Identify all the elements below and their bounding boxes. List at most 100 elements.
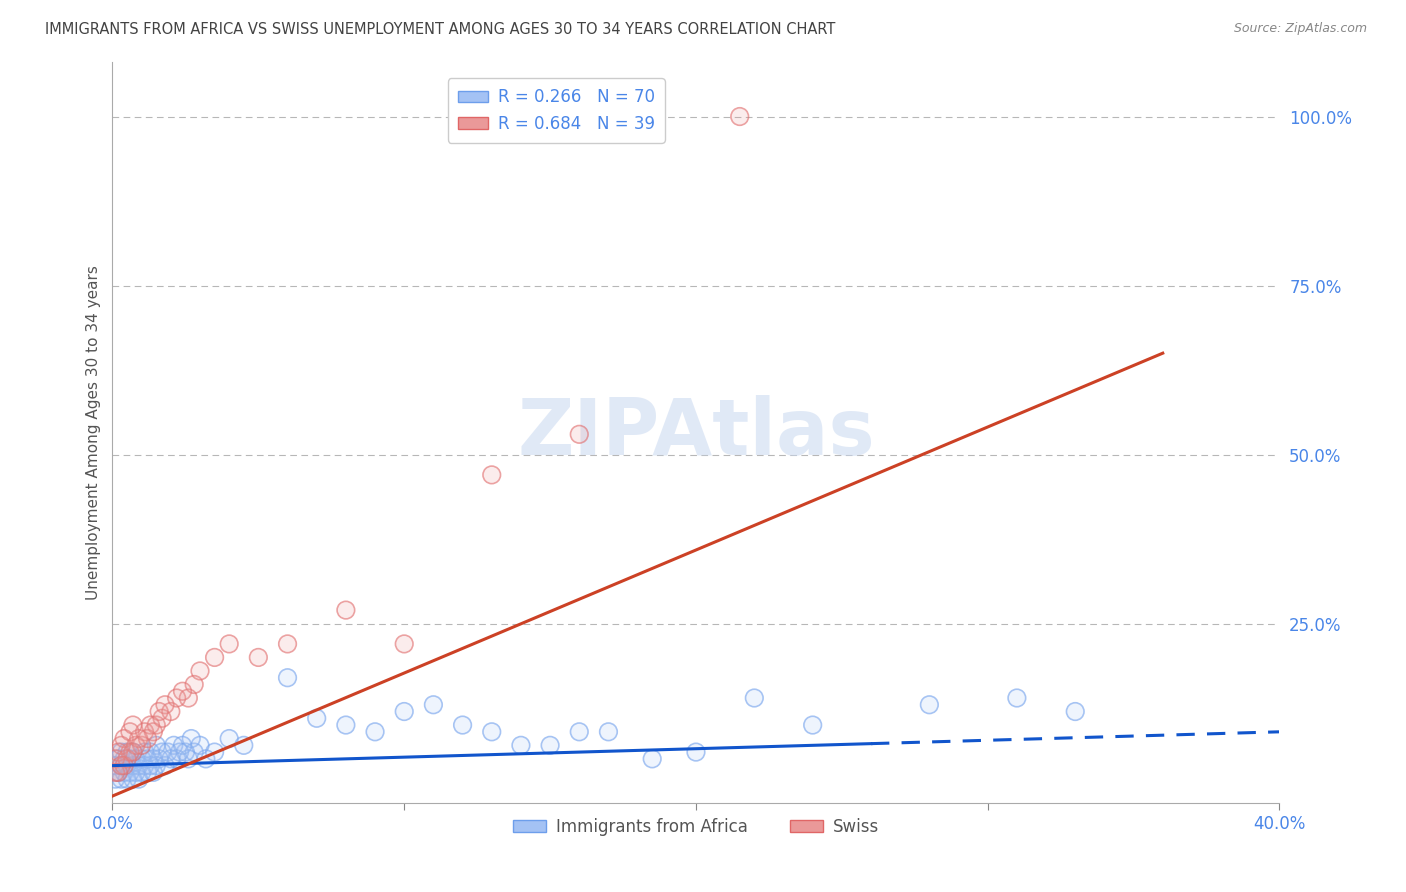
Point [115,772,138,786]
Point [335,603,357,617]
Point [118,752,141,766]
Point [218,731,240,746]
Point [110,758,132,772]
Point [177,691,200,706]
Point [139,718,162,732]
Point [918,698,941,712]
Point [122,772,145,786]
Point [142,765,165,780]
Point [568,427,591,442]
Point [148,705,170,719]
Point [128,758,150,772]
Point [153,758,176,772]
Point [107,765,129,780]
Point [125,752,148,766]
Point [112,758,135,772]
Point [568,724,591,739]
Y-axis label: Unemployment Among Ages 30 to 34 years: Unemployment Among Ages 30 to 34 years [86,265,101,600]
Point [142,724,165,739]
Point [568,724,591,739]
Point [204,650,226,665]
Point [115,752,138,766]
Point [276,671,298,685]
Point [104,752,127,766]
Point [194,752,217,766]
Point [112,731,135,746]
Point [163,739,186,753]
Point [509,739,531,753]
Point [148,705,170,719]
Point [188,739,211,753]
Point [641,752,664,766]
Point [568,427,591,442]
Point [451,718,474,732]
Point [112,758,135,772]
Point [142,724,165,739]
Point [128,772,150,786]
Point [160,705,183,719]
Point [104,752,127,766]
Point [110,758,132,772]
Point [153,698,176,712]
Point [136,731,159,746]
Point [172,739,194,753]
Point [107,765,129,780]
Point [136,765,159,780]
Point [122,745,145,759]
Point [172,684,194,698]
Point [394,705,416,719]
Point [122,758,145,772]
Point [110,772,132,786]
Point [125,765,148,780]
Point [180,731,202,746]
Point [169,745,191,759]
Text: IMMIGRANTS FROM AFRICA VS SWISS UNEMPLOYMENT AMONG AGES 30 TO 34 YEARS CORRELATI: IMMIGRANTS FROM AFRICA VS SWISS UNEMPLOY… [45,22,835,37]
Point [335,718,357,732]
Point [166,752,188,766]
Point [247,650,270,665]
Point [142,752,165,766]
Point [136,752,159,766]
Point [204,745,226,759]
Point [1005,691,1028,706]
Point [1064,705,1087,719]
Point [104,758,127,772]
Point [641,752,664,766]
Point [150,745,173,759]
Point [685,745,707,759]
Point [139,758,162,772]
Point [232,739,254,753]
Point [204,650,226,665]
Point [598,724,620,739]
Point [128,772,150,786]
Point [107,765,129,780]
Point [139,758,162,772]
Point [122,718,145,732]
Point [394,637,416,651]
Point [232,739,254,753]
Point [118,745,141,759]
Point [742,691,765,706]
Point [166,752,188,766]
Point [112,752,135,766]
Point [107,745,129,759]
Legend: Immigrants from Africa, Swiss: Immigrants from Africa, Swiss [506,811,886,843]
Point [136,752,159,766]
Point [110,739,132,753]
Point [112,752,135,766]
Point [394,705,416,719]
Point [131,765,153,780]
Point [204,745,226,759]
Point [145,739,167,753]
Point [538,739,561,753]
Point [163,739,186,753]
Point [134,724,156,739]
Point [305,711,328,725]
Point [174,745,197,759]
Point [160,752,183,766]
Point [118,765,141,780]
Point [174,745,197,759]
Point [139,745,162,759]
Point [305,711,328,725]
Point [276,671,298,685]
